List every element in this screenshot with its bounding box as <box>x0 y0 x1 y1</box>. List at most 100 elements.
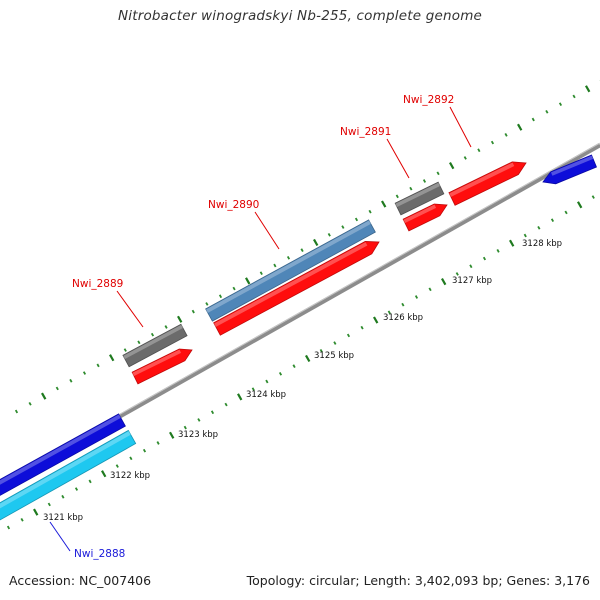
inner-tick-minor-8 <box>115 464 119 468</box>
gene-Nwi_2888-bevel <box>0 431 131 509</box>
inner-tick-minor-33 <box>455 272 459 276</box>
inner-tick-minor-4 <box>61 494 65 499</box>
outer-tick-major-12 <box>177 315 183 323</box>
inner-tick-minor-21 <box>292 364 296 368</box>
outer-tick-minor-30 <box>422 179 427 183</box>
gene-Nwi_2892-body <box>448 161 527 206</box>
gene-Nwi_2889-body <box>122 323 188 368</box>
inner-tick-minor-40 <box>550 218 555 222</box>
scale-label-3: 3123 kbp <box>178 430 218 440</box>
outer-tick-minor-16 <box>232 286 236 291</box>
outer-tick-minor-35 <box>490 140 495 145</box>
inner-tick-minor-19 <box>265 379 269 384</box>
inner-tick-minor-30 <box>414 295 419 299</box>
gene-callouts: Nwi_2888 Nwi_2889 Nwi_2890 Nwi_2891 Nwi_2892 <box>49 94 472 560</box>
outer-tick-minor-31 <box>436 171 440 176</box>
gene-red-a <box>131 348 193 385</box>
outer-tick-minor-36 <box>504 133 508 137</box>
gene-red-a-body <box>131 348 193 385</box>
outer-tick-minor-39 <box>545 110 549 114</box>
outer-tick-minor-14 <box>205 302 209 306</box>
gene-Nwi_2889-bevel <box>123 324 183 360</box>
inner-tick-major-32 <box>441 278 447 286</box>
scale-label-8: 3128 kbp <box>522 239 562 249</box>
outer-tick-minor-19 <box>273 263 277 268</box>
gene-Nwi_2891-body <box>394 181 445 216</box>
scale-label-5: 3125 kbp <box>314 351 354 361</box>
inner-tick-ring <box>6 195 595 530</box>
gene-red-a-bevel <box>132 349 182 376</box>
inner-tick-minor-28 <box>387 310 391 315</box>
outer-tick-minor-21 <box>300 248 304 252</box>
gene-Nwi_2891-bevel <box>395 182 441 207</box>
inner-tick-major-17 <box>237 393 243 401</box>
map-title: Nitrobacter winogradskyi Nb-255, complet… <box>117 8 483 24</box>
inner-tick-major-37 <box>509 239 515 247</box>
scale-label-2: 3122 kbp <box>110 471 150 481</box>
label-Nwi_2889: Nwi_2889 <box>72 278 123 290</box>
outer-tick-minor-25 <box>354 217 359 222</box>
inner-tick-minor-38 <box>523 233 527 238</box>
scale-labels: 3121 kbp 3122 kbp 3123 kbp 3124 kbp 3125 kbp… <box>43 239 562 523</box>
leader-Nwi_2891 <box>386 138 410 179</box>
gene-blue-left-body <box>0 413 126 496</box>
gene-Nwi_2891 <box>394 181 445 216</box>
outer-tick-major-7 <box>109 354 115 362</box>
inner-tick-major-42 <box>576 201 583 209</box>
label-Nwi_2890: Nwi_2890 <box>208 199 259 211</box>
inner-tick-major-12 <box>169 431 175 439</box>
inner-tick-minor-14 <box>197 418 201 422</box>
outer-tick-major-37 <box>517 123 523 131</box>
outer-tick-minor-10 <box>150 332 155 337</box>
outer-tick-minor-20 <box>286 255 291 260</box>
outer-tick-minor-41 <box>572 94 576 99</box>
inner-tick-minor-20 <box>278 371 283 376</box>
gene-blue-left-bevel <box>0 414 121 485</box>
scale-label-1: 3121 kbp <box>43 513 83 523</box>
inner-tick-minor-43 <box>591 195 595 199</box>
inner-tick-minor-3 <box>47 502 51 507</box>
outer-tick-minor-1 <box>28 401 32 406</box>
gene-red-c <box>402 203 448 232</box>
gene-red-c-bevel <box>403 204 437 223</box>
outer-tick-minor-18 <box>259 271 263 276</box>
inner-tick-minor-15 <box>210 410 215 415</box>
inner-tick-major-22 <box>305 354 311 363</box>
gene-Nwi_2888-body <box>0 429 137 521</box>
outer-tick-minor-24 <box>341 225 345 229</box>
outer-tick-minor-26 <box>368 209 372 214</box>
outer-tick-minor-29 <box>409 186 413 191</box>
gene-red-b-body <box>213 241 380 336</box>
outer-tick-major-27 <box>381 200 387 208</box>
inner-tick-minor-41 <box>564 210 568 215</box>
gene-Nwi_2890-bevel <box>205 220 371 313</box>
outer-tick-minor-11 <box>164 325 168 329</box>
scale-label-7: 3127 kbp <box>452 276 492 286</box>
outer-tick-major-22 <box>313 238 319 247</box>
outer-tick-minor-5 <box>82 371 87 375</box>
gene-Nwi_2888 <box>0 429 137 521</box>
inner-tick-minor-18 <box>251 387 255 392</box>
inner-tick-minor-24 <box>333 341 337 345</box>
inner-tick-minor-11 <box>156 441 160 445</box>
gene-red-b <box>213 241 380 336</box>
outer-tick-minor-34 <box>477 148 481 153</box>
gene-features <box>0 154 597 521</box>
inner-tick-major-2 <box>33 508 39 516</box>
genome-summary-text: Topology: circular; Length: 3,402,093 bp… <box>246 573 590 588</box>
leader-Nwi_2890 <box>254 211 280 250</box>
inner-tick-major-7 <box>101 470 107 478</box>
outer-tick-minor-28 <box>395 194 399 199</box>
inner-tick-minor-16 <box>224 402 228 407</box>
inner-tick-minor-29 <box>401 302 405 307</box>
inner-tick-minor-1 <box>20 517 24 522</box>
inner-tick-minor-23 <box>319 348 323 353</box>
gene-blue-right-bevel <box>551 155 594 176</box>
outer-tick-minor-3 <box>55 386 59 391</box>
inner-tick-minor-6 <box>88 479 92 484</box>
gene-blue-left <box>0 413 126 496</box>
outer-tick-minor-0 <box>14 409 19 414</box>
gene-Nwi_2890-body <box>205 219 376 322</box>
inner-tick-minor-10 <box>142 448 147 453</box>
leader-Nwi_2889 <box>116 290 144 328</box>
